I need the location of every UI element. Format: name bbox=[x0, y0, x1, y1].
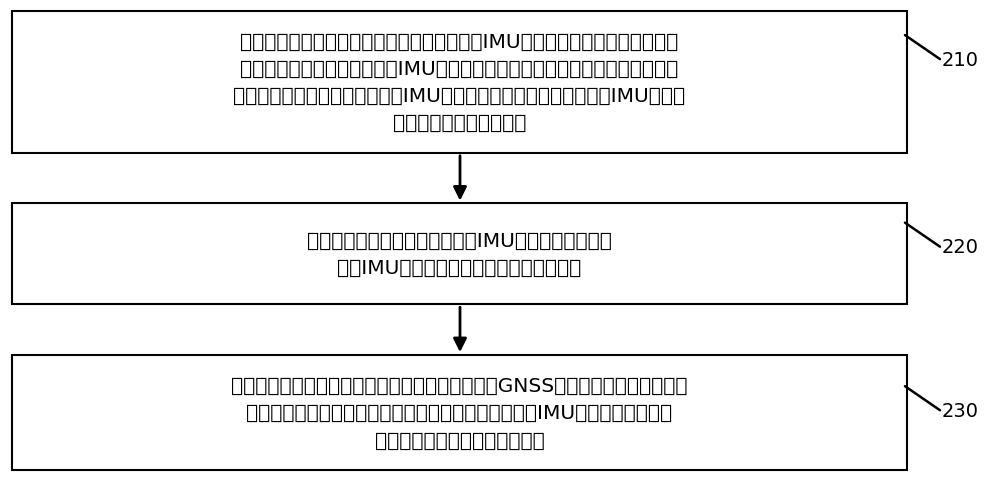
FancyBboxPatch shape bbox=[12, 355, 907, 470]
Text: 230: 230 bbox=[942, 401, 979, 420]
FancyBboxPatch shape bbox=[12, 204, 907, 305]
Text: 在预设滑动窗口进行滑动的过程中，当接收到新的GNSS采样数据时，在观测方程
中，利用消元法消除预设滑动窗口中的第一个关键帧中IMU的运动状态信息，
得到相邻关键: 在预设滑动窗口进行滑动的过程中，当接收到新的GNSS采样数据时，在观测方程 中，… bbox=[231, 376, 688, 449]
Text: 根据系数矩阵及其对应关键帧中IMU的运动状态信息，
以及IMU运动状态增量残差，建立观测方程: 根据系数矩阵及其对应关键帧中IMU的运动状态信息， 以及IMU运动状态增量残差，… bbox=[307, 231, 612, 277]
Text: 220: 220 bbox=[942, 238, 979, 257]
FancyBboxPatch shape bbox=[12, 12, 907, 154]
Text: 210: 210 bbox=[942, 50, 979, 70]
Text: 将量测方程对预设滑动窗口中第一个关键帧中IMU的运动状态信息，以及除第一
个关键帧之外的其他关键帧中IMU的运动状态信息进行分别求导，分别将得到的
雅克比矩阵作: 将量测方程对预设滑动窗口中第一个关键帧中IMU的运动状态信息，以及除第一 个关键… bbox=[233, 33, 686, 133]
